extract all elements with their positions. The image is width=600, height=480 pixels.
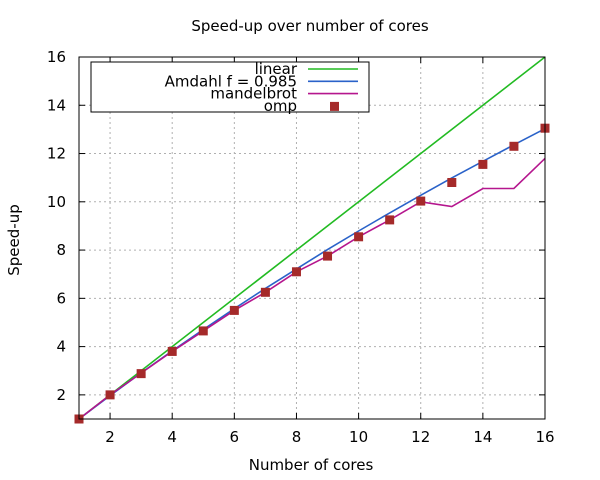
omp-point — [167, 346, 177, 356]
x-tick-label: 6 — [230, 428, 240, 446]
x-tick-label: 16 — [535, 428, 554, 446]
y-tick-label: 10 — [47, 193, 66, 211]
y-tick-label: 6 — [56, 289, 66, 307]
omp-point — [136, 369, 146, 379]
y-tick-label: 16 — [47, 48, 66, 66]
x-tick-label: 10 — [349, 428, 368, 446]
x-tick-label: 8 — [292, 428, 302, 446]
y-tick-label: 4 — [56, 338, 66, 356]
x-tick-label: 2 — [105, 428, 115, 446]
omp-point — [478, 159, 488, 169]
omp-point — [509, 141, 519, 151]
axis-ticks: 2 4 6 8 10 12 14 16 2 4 6 8 10 12 14 16 — [47, 48, 555, 446]
legend-label: Amdahl f = 0.985 — [165, 72, 297, 90]
omp-point — [385, 215, 395, 225]
y-tick-label: 14 — [47, 96, 66, 114]
y-tick-label: 8 — [56, 241, 66, 259]
omp-point — [229, 305, 239, 315]
omp-point — [198, 326, 208, 336]
y-tick-label: 2 — [56, 386, 66, 404]
series-line-linear — [78, 56, 546, 420]
series-line-amdahl-f-0-985 — [78, 127, 546, 420]
omp-point — [291, 267, 301, 277]
omp-point — [354, 232, 364, 242]
x-tick-label: 4 — [167, 428, 177, 446]
legend-label: mandelbrot — [210, 85, 297, 103]
legend-swatch — [330, 101, 339, 111]
y-axis-label: Speed-up — [5, 204, 23, 275]
omp-point — [323, 251, 333, 261]
x-axis-label: Number of cores — [249, 456, 374, 474]
x-tick-label: 14 — [473, 428, 492, 446]
x-tick-label: 12 — [411, 428, 430, 446]
omp-point — [447, 177, 457, 187]
omp-point — [416, 196, 426, 206]
legend-label: omp — [264, 97, 297, 115]
y-tick-label: 12 — [47, 145, 66, 163]
chart-title: Speed-up over number of cores — [191, 17, 428, 35]
omp-point — [260, 287, 270, 297]
legend-box — [90, 61, 370, 113]
legend-label: linear — [255, 60, 298, 78]
plot-frame — [78, 56, 546, 420]
omp-point — [105, 390, 115, 400]
series-line-mandelbrot — [78, 157, 546, 420]
